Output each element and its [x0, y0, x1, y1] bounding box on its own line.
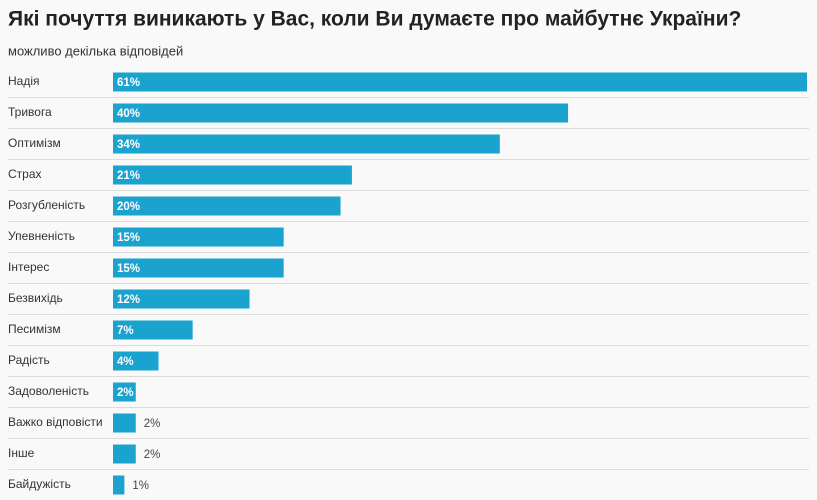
- category-label: Безвихідь: [8, 291, 63, 305]
- bar: [113, 413, 136, 433]
- chart-title: Які почуття виникають у Вас, коли Ви дум…: [8, 8, 741, 31]
- value-label: 15%: [117, 232, 140, 244]
- category-label: Упевненість: [8, 229, 75, 243]
- bar: [113, 444, 136, 464]
- chart-subtitle: можливо декілька відповідей: [8, 43, 183, 58]
- category-label: Інше: [8, 446, 35, 460]
- category-label: Тривога: [8, 105, 52, 119]
- category-label: Страх: [8, 167, 42, 181]
- value-label: 4%: [117, 356, 134, 368]
- category-label: Важко відповісти: [8, 415, 103, 429]
- category-label: Розгубленість: [8, 198, 85, 212]
- bar: [113, 258, 284, 278]
- value-label: 2%: [144, 418, 161, 430]
- value-label: 7%: [117, 325, 134, 337]
- category-label: Песимізм: [8, 322, 61, 336]
- value-label: 2%: [117, 387, 134, 399]
- bar: [113, 289, 250, 309]
- bar: [113, 103, 569, 123]
- bar: [113, 351, 159, 371]
- value-label: 2%: [144, 449, 161, 461]
- value-label: 1%: [132, 480, 149, 492]
- category-label: Надія: [8, 74, 40, 88]
- bar: [113, 475, 125, 495]
- bar: [113, 165, 352, 185]
- value-label: 40%: [117, 108, 140, 120]
- category-label: Радість: [8, 353, 50, 367]
- value-label: 12%: [117, 294, 140, 306]
- category-label: Оптимізм: [8, 136, 61, 150]
- category-label: Інтерес: [8, 260, 49, 274]
- value-label: 61%: [117, 77, 140, 89]
- bar: [113, 72, 807, 92]
- bar: [113, 134, 500, 154]
- category-label: Байдужість: [8, 477, 71, 491]
- bar: [113, 382, 136, 402]
- bar: [113, 227, 284, 247]
- value-label: 34%: [117, 139, 140, 151]
- category-label: Задоволеність: [8, 384, 89, 398]
- bar: [113, 196, 341, 216]
- value-label: 21%: [117, 170, 140, 182]
- bar: [113, 320, 193, 340]
- value-label: 15%: [117, 263, 140, 275]
- value-label: 20%: [117, 201, 140, 213]
